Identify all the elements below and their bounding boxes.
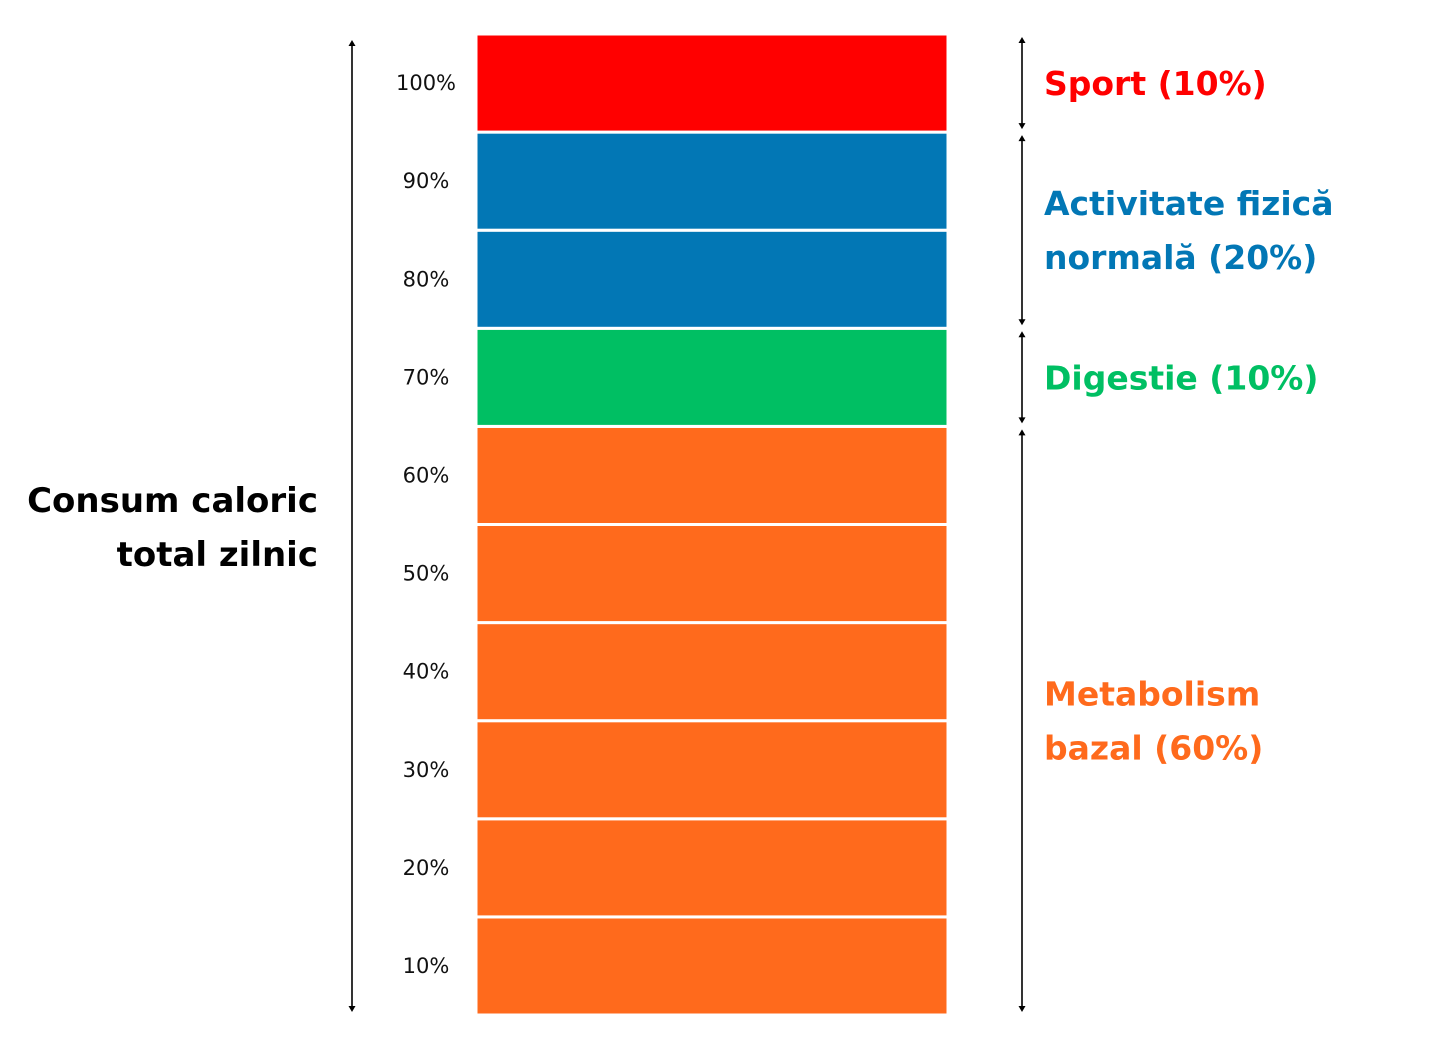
y-tick-label: 40% — [403, 660, 450, 684]
series-bracket-4-arrowhead-bottom — [1018, 123, 1026, 130]
series-bracket-3-arrowhead-top — [1018, 135, 1026, 142]
series-label-1-line-1: Metabolism — [1044, 675, 1260, 714]
total-axis-arrow — [348, 40, 356, 1012]
series-brackets — [1018, 37, 1026, 1012]
y-tick-label: 10% — [403, 954, 450, 978]
y-tick-label: 60% — [403, 463, 450, 487]
series-label-3-line-2: normală (20%) — [1044, 238, 1317, 277]
total-axis — [348, 40, 356, 1012]
total-axis-arrow-arrowhead-top — [348, 40, 356, 46]
series-bracket-4-arrowhead-top — [1018, 37, 1026, 43]
y-tick-label: 80% — [403, 267, 450, 291]
y-tick-label: 20% — [403, 856, 450, 880]
bar-segment-4-1 — [474, 32, 950, 134]
chart-title-line-2: total zilnic — [117, 535, 318, 575]
chart-title: Consum caloric total zilnic — [27, 481, 318, 575]
y-tick-label: 30% — [403, 758, 450, 782]
series-bracket-2-arrowhead-top — [1018, 331, 1026, 338]
series-labels: Metabolism bazal (60%) Digestie (10%) Activ… — [1044, 64, 1334, 768]
y-tick-label: 90% — [403, 169, 450, 193]
bar-segment-1-6 — [474, 424, 950, 526]
y-tick-label: 70% — [403, 365, 450, 389]
series-label-1-line-2: bazal (60%) — [1044, 729, 1263, 768]
series-bracket-4 — [1018, 37, 1026, 130]
bar-segment-3-1 — [474, 228, 950, 330]
series-label-4-line-1: Sport (10%) — [1044, 64, 1267, 103]
series-label-3-line-1: Activitate fizică — [1044, 184, 1334, 223]
total-axis-arrow-arrowhead-bottom — [348, 1006, 356, 1012]
series-bracket-2 — [1018, 331, 1026, 424]
bar-segment-3-2 — [474, 130, 950, 232]
bar-segments — [474, 32, 950, 1017]
bar-segment-1-2 — [474, 817, 950, 919]
chart-title-line-1: Consum caloric — [27, 481, 318, 521]
bar-segment-1-5 — [474, 523, 950, 625]
bar-segment-2-1 — [474, 326, 950, 428]
y-tick-label: 100% — [396, 71, 456, 95]
bar-segment-1-1 — [474, 915, 950, 1017]
series-bracket-3-arrowhead-bottom — [1018, 319, 1026, 326]
series-bracket-1-arrowhead-bottom — [1018, 1006, 1026, 1012]
y-tick-label: 50% — [403, 562, 450, 586]
series-bracket-2-arrowhead-bottom — [1018, 417, 1026, 424]
series-bracket-1 — [1018, 429, 1026, 1012]
bar-segment-1-4 — [474, 621, 950, 723]
series-label-2-line-1: Digestie (10%) — [1044, 358, 1318, 397]
series-bracket-3 — [1018, 135, 1026, 326]
series-bracket-1-arrowhead-top — [1018, 429, 1026, 436]
y-tick-labels: 100% 90% 80% 70% 60% 50% 40% 30% 20% 10% — [396, 71, 456, 978]
bar-segment-1-3 — [474, 719, 950, 821]
